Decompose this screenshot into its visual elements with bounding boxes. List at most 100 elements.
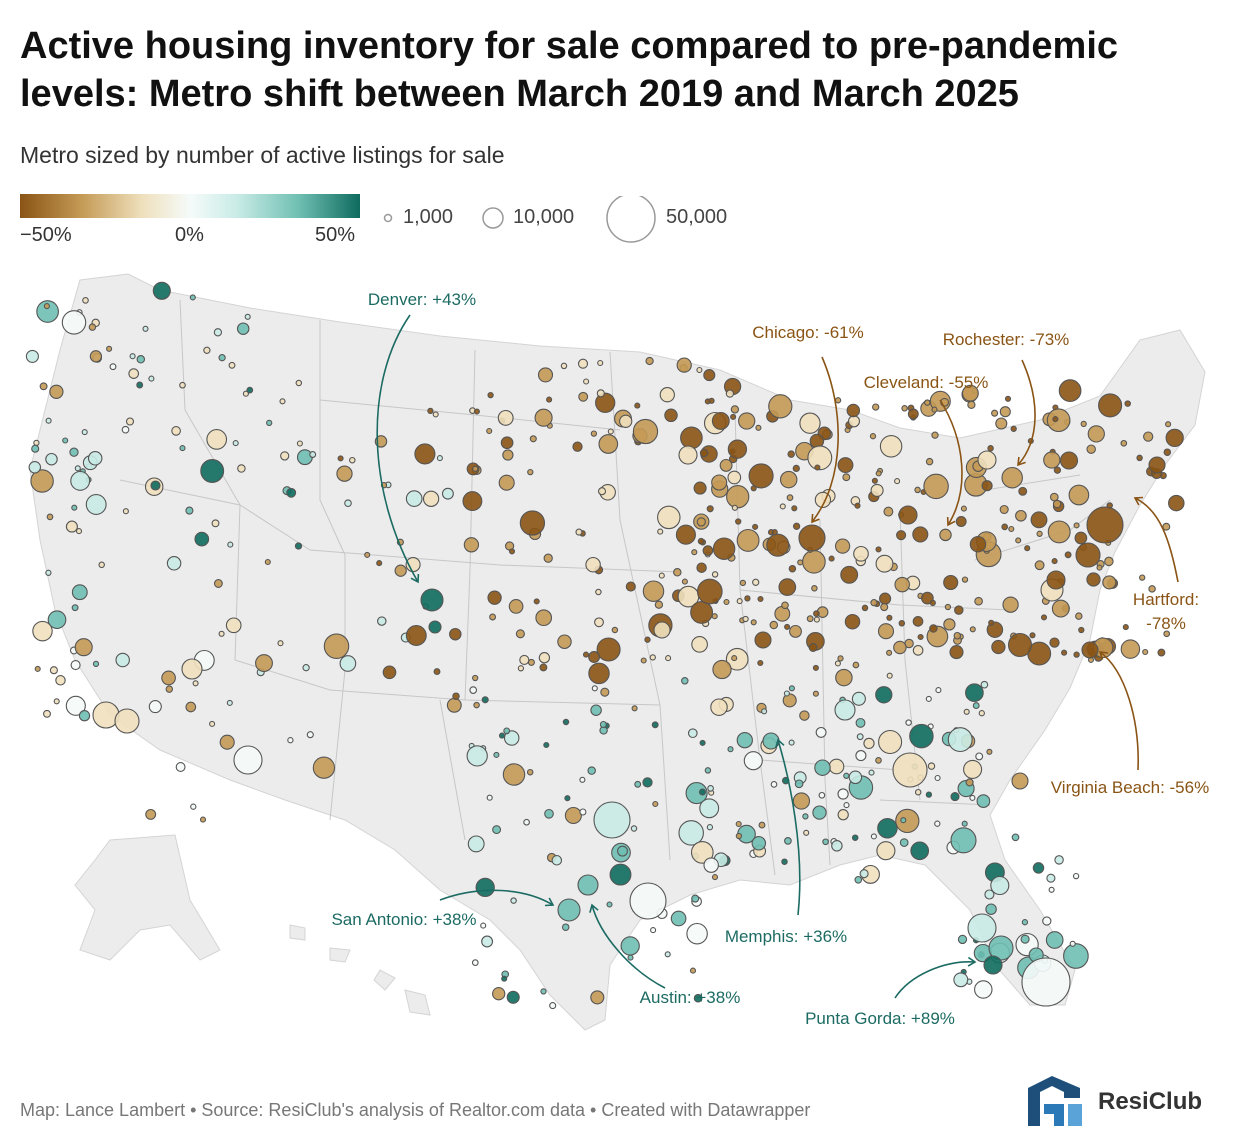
metro-bubble	[670, 910, 687, 927]
metro-bubble	[788, 739, 795, 746]
metro-bubble	[78, 710, 91, 722]
annotation-rochester: Rochester: -73%	[943, 330, 1070, 349]
metro-bubble	[508, 599, 524, 614]
metro-bubble	[961, 820, 968, 827]
annotation-hartford-line1: Hartford:	[1133, 590, 1199, 609]
metro-bubble	[1015, 537, 1022, 544]
metro-bubble	[1021, 919, 1029, 926]
metro-bubble	[642, 777, 653, 788]
metro-bubble	[727, 439, 748, 459]
metro-bubble	[774, 605, 791, 622]
metro-bubble	[731, 655, 738, 662]
metro-bubble	[1001, 466, 1023, 489]
metro-bubble	[1034, 560, 1045, 571]
metro-bubble	[428, 620, 442, 634]
metro-bubble	[189, 294, 196, 301]
metro-bubble	[179, 445, 186, 452]
metro-bubble	[877, 818, 898, 839]
metro-bubble	[469, 686, 478, 694]
metro-bubble	[593, 801, 631, 839]
metro-bubble	[974, 980, 993, 999]
metro-bubble	[277, 640, 284, 647]
metro-bubble	[579, 776, 586, 783]
virginia-beach-arrow	[1099, 651, 1139, 771]
metro-bubble	[526, 768, 534, 776]
metro-bubble	[295, 379, 303, 387]
metro-bubble	[806, 615, 814, 623]
metro-bubble	[1087, 425, 1105, 443]
metro-bubble	[879, 435, 903, 458]
metro-bubble	[927, 762, 936, 770]
metro-bubble	[246, 386, 254, 394]
metro-bubble	[564, 806, 582, 825]
metro-bubble	[654, 600, 664, 609]
metro-bubble	[1078, 626, 1085, 634]
metro-bubble	[1075, 542, 1101, 568]
metro-bubble	[727, 746, 734, 753]
metro-bubble	[978, 710, 985, 717]
metro-bubble	[834, 660, 841, 667]
metro-bubble	[814, 464, 821, 471]
metro-bubble	[665, 655, 672, 662]
metro-bubble	[644, 636, 651, 643]
metro-bubble	[209, 720, 216, 727]
metro-bubble	[179, 381, 186, 389]
metro-bubble	[690, 841, 714, 864]
metro-bubble	[950, 827, 977, 854]
metro-bubble	[899, 838, 909, 847]
metro-bubble	[985, 903, 997, 915]
hawaii-shape	[289, 924, 431, 1016]
metro-bubble	[925, 457, 934, 466]
metro-bubble	[735, 820, 742, 828]
metro-bubble	[227, 541, 234, 548]
metro-bubble	[834, 397, 842, 404]
metro-bubble	[799, 412, 821, 434]
metro-bubble	[875, 554, 894, 573]
metro-bubble	[852, 661, 860, 669]
metro-bubble	[503, 730, 520, 746]
size-legend-label-medium: 10,000	[513, 206, 575, 228]
metro-bubble	[818, 791, 826, 799]
metro-bubble	[543, 741, 550, 749]
metro-bubble	[377, 616, 387, 626]
metro-bubble	[699, 739, 706, 746]
color-legend-tick-max: 50%	[315, 224, 356, 246]
size-legend-label-large: 50,000	[666, 206, 728, 228]
metro-bubble	[233, 745, 263, 775]
metro-bubble	[784, 837, 792, 845]
metro-bubble	[965, 683, 984, 703]
metro-bubble	[969, 794, 976, 801]
metro-bubble	[892, 752, 928, 788]
metro-bubble	[870, 833, 877, 840]
metro-bubble	[1073, 522, 1080, 529]
metro-bubble	[652, 800, 659, 808]
metro-bubble	[1122, 624, 1129, 631]
metro-bubble	[136, 355, 146, 364]
metro-bubble	[748, 463, 774, 489]
metro-bubble	[543, 553, 553, 563]
metro-bubble	[433, 668, 441, 676]
metro-bubble	[81, 429, 88, 436]
metro-bubble	[1049, 637, 1060, 648]
metro-bubble	[972, 702, 980, 710]
metro-bubble	[706, 505, 714, 513]
metro-bubble	[814, 759, 831, 776]
metro-bubble	[175, 762, 186, 772]
metro-bubble	[200, 459, 225, 483]
metro-bubble	[1080, 420, 1087, 428]
metro-bubble	[712, 537, 736, 560]
metro-bubble	[446, 697, 462, 713]
metro-bubble	[984, 889, 995, 900]
metro-bubble	[1086, 506, 1124, 544]
metro-bubble	[691, 636, 708, 653]
metro-bubble	[71, 504, 78, 511]
metro-bubble	[969, 626, 976, 633]
metro-bubble	[664, 408, 678, 423]
metro-bubble	[218, 354, 226, 362]
metro-bubble	[422, 490, 440, 507]
metro-bubble	[894, 478, 901, 485]
metro-bubble	[471, 959, 479, 966]
metro-bubble	[640, 657, 647, 664]
us-map-svg: Denver: +43% Chicago: -61% Rochester: -7…	[25, 273, 1209, 1031]
metro-bubble	[1064, 551, 1072, 559]
